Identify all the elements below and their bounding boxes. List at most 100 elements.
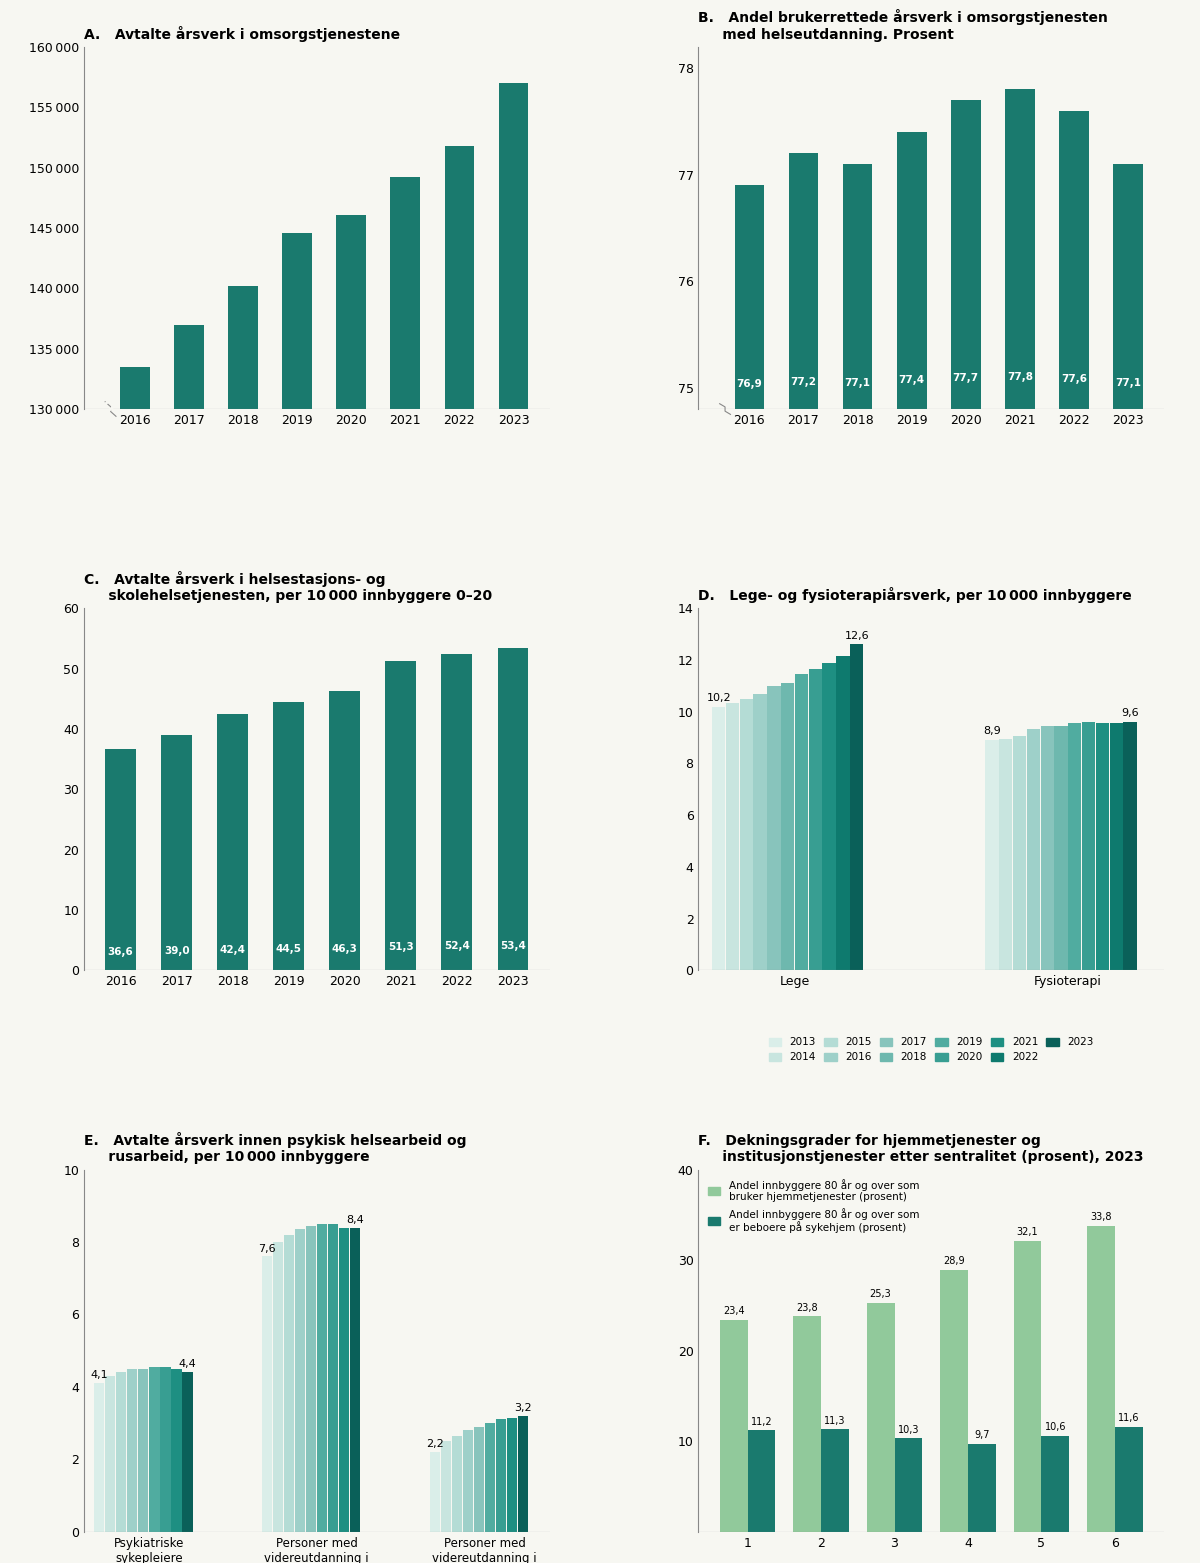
Bar (836, 656, 850, 971)
Bar (440, 1441, 451, 1532)
Bar (390, 177, 420, 1563)
Text: 11,6: 11,6 (1118, 1413, 1140, 1422)
Bar (866, 1302, 894, 1532)
Bar (720, 1319, 748, 1532)
Bar (430, 1452, 440, 1532)
Bar (850, 644, 863, 971)
Bar (284, 1235, 294, 1532)
Bar (1060, 111, 1088, 1563)
Text: 77,4: 77,4 (899, 375, 925, 386)
Bar (822, 663, 835, 971)
Legend: Andel innbyggere 80 år og over som
bruker hjemmetjenester (prosent), Andel innby: Andel innbyggere 80 år og over som bruke… (703, 1175, 923, 1238)
Bar (94, 1383, 104, 1532)
Bar (1042, 1436, 1069, 1532)
Text: C.   Avtalte årsverk i helsestasjons- og
     skolehelsetjenesten, per 10 000 in: C. Avtalte årsverk i helsestasjons- og s… (84, 570, 492, 603)
Text: 4,4: 4,4 (179, 1360, 197, 1369)
Text: 77,8: 77,8 (1007, 372, 1033, 383)
Bar (739, 699, 752, 971)
Bar (306, 1225, 317, 1532)
Bar (1087, 1225, 1115, 1532)
Bar (1055, 725, 1068, 971)
Bar (182, 1372, 192, 1532)
Text: D.   Lege- og fysioterapiårsverk, per 10 000 innbyggere: D. Lege- og fysioterapiårsverk, per 10 0… (698, 586, 1133, 603)
Bar (317, 1224, 328, 1532)
Text: 33,8: 33,8 (1091, 1211, 1111, 1222)
Text: 7,6: 7,6 (258, 1244, 276, 1254)
Text: 77,6: 77,6 (1061, 374, 1087, 384)
Text: 11,2: 11,2 (751, 1416, 773, 1427)
Bar (985, 741, 998, 971)
Bar (1096, 724, 1109, 971)
Text: 11,3: 11,3 (824, 1416, 846, 1425)
Bar (174, 325, 204, 1563)
Text: 36,6: 36,6 (108, 947, 133, 957)
Bar (734, 186, 764, 1563)
Bar (1082, 722, 1096, 971)
Bar (120, 367, 150, 1563)
Bar (452, 1436, 462, 1532)
Bar (262, 1257, 272, 1532)
Bar (712, 706, 725, 971)
Text: 44,5: 44,5 (276, 944, 301, 955)
Text: 28,9: 28,9 (943, 1257, 965, 1266)
Bar (748, 1430, 775, 1532)
Bar (106, 1375, 115, 1532)
Bar (474, 1427, 485, 1532)
Bar (228, 286, 258, 1563)
Bar (726, 703, 739, 971)
Text: 25,3: 25,3 (870, 1289, 892, 1299)
Bar (842, 164, 872, 1563)
Text: 77,1: 77,1 (845, 378, 870, 388)
Text: E.   Avtalte årsverk innen psykisk helsearbeid og
     rusarbeid, per 10 000 inn: E. Avtalte årsverk innen psykisk helsear… (84, 1132, 467, 1164)
Bar (793, 1316, 821, 1532)
Text: 42,4: 42,4 (220, 946, 246, 955)
Text: A.   Avtalte årsverk i omsorgstjenestene: A. Avtalte årsverk i omsorgstjenestene (84, 25, 400, 42)
Text: B.   Andel brukerrettede årsverk i omsorgstjenesten
     med helseutdanning. Pro: B. Andel brukerrettede årsverk i omsorgs… (698, 9, 1109, 42)
Bar (950, 100, 980, 1563)
Text: 77,2: 77,2 (791, 377, 816, 388)
Bar (767, 686, 780, 971)
Text: 76,9: 76,9 (737, 380, 762, 389)
Bar (442, 653, 473, 971)
Bar (149, 1368, 160, 1532)
Text: 9,7: 9,7 (974, 1430, 990, 1440)
Bar (1027, 728, 1040, 971)
Bar (161, 735, 192, 971)
Bar (496, 1419, 506, 1532)
Text: 23,8: 23,8 (797, 1302, 818, 1313)
Text: 3,2: 3,2 (515, 1404, 532, 1413)
Bar (940, 1271, 968, 1532)
Text: 51,3: 51,3 (388, 942, 414, 952)
Bar (499, 83, 528, 1563)
Text: 2,2: 2,2 (426, 1440, 444, 1449)
Bar (295, 1230, 305, 1532)
Bar (340, 1227, 349, 1532)
Text: 46,3: 46,3 (332, 944, 358, 953)
Bar (1013, 736, 1026, 971)
Bar (350, 1227, 360, 1532)
Bar (809, 669, 822, 971)
Bar (1040, 725, 1054, 971)
Bar (518, 1416, 528, 1532)
Bar (172, 1369, 181, 1532)
Text: 10,3: 10,3 (898, 1425, 919, 1435)
Bar (968, 1444, 996, 1532)
Text: 4,1: 4,1 (90, 1371, 108, 1380)
Bar (754, 694, 767, 971)
Bar (385, 661, 416, 971)
Bar (485, 1422, 496, 1532)
Bar (336, 214, 366, 1563)
Bar (794, 674, 808, 971)
Bar (329, 691, 360, 971)
Bar (1115, 1427, 1142, 1532)
Bar (444, 145, 474, 1563)
Bar (1004, 89, 1034, 1563)
Text: 32,1: 32,1 (1016, 1227, 1038, 1238)
Text: 12,6: 12,6 (845, 630, 869, 641)
Bar (821, 1430, 848, 1532)
Bar (274, 702, 304, 971)
Text: 23,4: 23,4 (722, 1307, 744, 1316)
Bar (1114, 164, 1142, 1563)
Bar (138, 1369, 149, 1532)
Text: 53,4: 53,4 (500, 941, 526, 950)
